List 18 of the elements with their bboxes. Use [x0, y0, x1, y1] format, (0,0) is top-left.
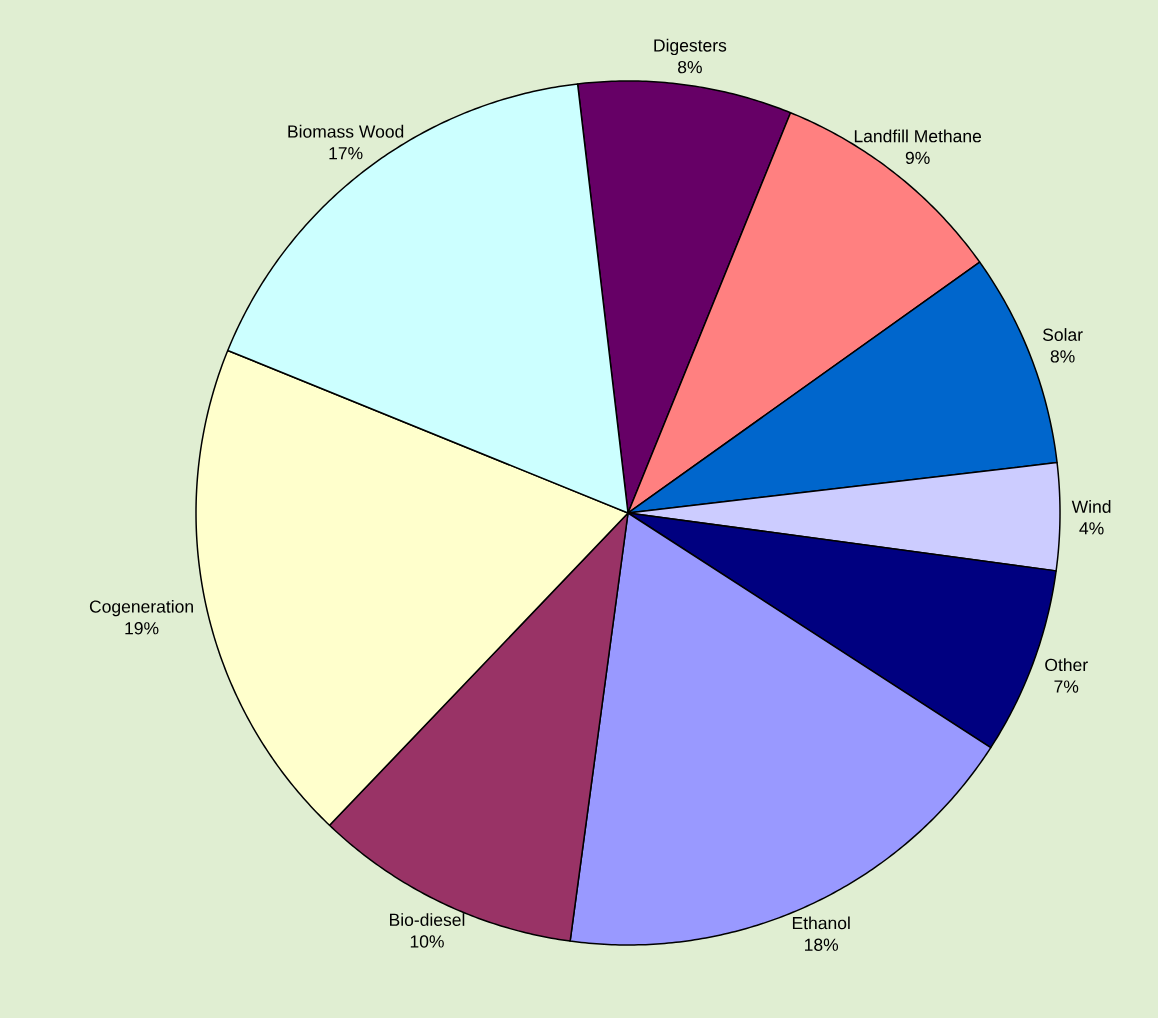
slice-label: Solar: [1042, 328, 1083, 341]
data-label: 8%: [1050, 350, 1075, 363]
data-label: 17%: [329, 147, 363, 160]
data-label: 8%: [678, 60, 702, 74]
slice-label: Biomass Wood: [288, 124, 404, 138]
data-label: 7%: [1054, 680, 1079, 693]
data-label: 19%: [125, 622, 159, 635]
slice-label: Digesters: [654, 38, 727, 56]
slice-label: Wind: [1071, 500, 1111, 513]
slice-label: Cogeneration: [89, 599, 193, 617]
slice-label: Ethanol: [792, 916, 850, 930]
data-label: 9%: [905, 151, 930, 165]
data-label: 10%: [410, 935, 444, 948]
data-label: 4%: [1079, 522, 1104, 535]
slice-label: Other: [1045, 658, 1088, 672]
slice-label: Bio-diesel: [390, 913, 465, 926]
slice-label: Landfill Methane: [854, 129, 982, 143]
data-label: 18%: [805, 938, 839, 951]
